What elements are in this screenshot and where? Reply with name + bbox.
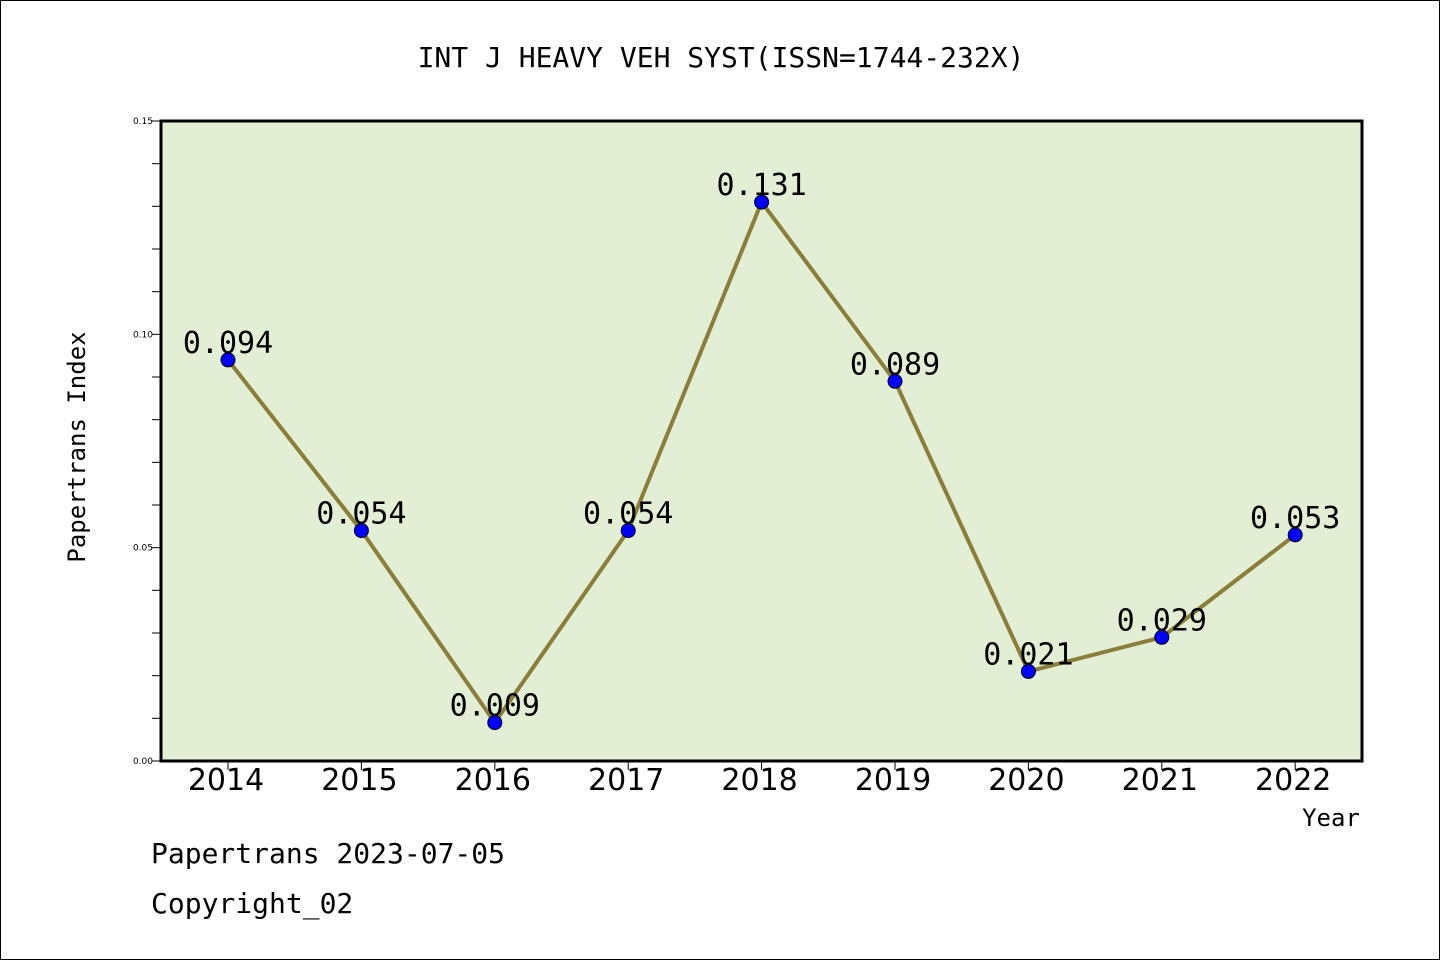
- footer-copyright: Copyright_02: [151, 887, 354, 920]
- data-label: 0.054: [316, 497, 406, 532]
- data-label: 0.054: [583, 497, 673, 532]
- x-axis: 2014 2015 2016 2017 2018 2019 2020 2021 2022: [188, 761, 1331, 798]
- data-label: 0.021: [983, 637, 1073, 672]
- x-tick-label: 2018: [721, 763, 797, 798]
- data-label: 0.131: [716, 168, 806, 203]
- data-label: 0.089: [850, 347, 940, 382]
- x-tick-label: 2019: [855, 763, 931, 798]
- y-tick-label: 0.10: [133, 330, 153, 340]
- data-label: 0.053: [1250, 501, 1340, 536]
- x-axis-title: Year: [1302, 804, 1360, 832]
- series-layer: 0.094 0.054 0.009 0.054 0.131 0.089 0.021 0.029…: [183, 168, 1340, 731]
- data-point: [220, 352, 236, 368]
- y-axis-title: Papertrans Index: [63, 331, 91, 562]
- data-point: [1020, 663, 1036, 679]
- plot-border: [159, 119, 1364, 763]
- x-tick-label: 2021: [1122, 763, 1198, 798]
- chart-title: INT J HEAVY VEH SYST(ISSN=1744-232X): [418, 41, 1025, 74]
- x-tick-label: 2022: [1255, 763, 1331, 798]
- x-tick-label: 2014: [188, 763, 264, 798]
- y-tick-label: 0.00: [133, 757, 153, 767]
- footer-date: Papertrans 2023-07-05: [151, 837, 506, 870]
- data-label: 0.029: [1117, 603, 1207, 638]
- data-point: [487, 715, 503, 731]
- data-point: [353, 523, 369, 539]
- x-tick-label: 2020: [988, 763, 1064, 798]
- data-point: [1154, 629, 1170, 645]
- x-tick-label: 2015: [321, 763, 397, 798]
- data-label: 0.009: [450, 689, 540, 724]
- y-tick-label: 0.05: [133, 544, 153, 554]
- data-point: [620, 523, 636, 539]
- plot-area: [161, 121, 1362, 761]
- x-tick-label: 2017: [588, 763, 664, 798]
- data-point: [754, 194, 770, 210]
- data-label: 0.094: [183, 326, 273, 361]
- y-axis: 0.00 0.05 0.10 0.15: [133, 117, 161, 767]
- x-tick-label: 2016: [455, 763, 531, 798]
- data-point: [887, 373, 903, 389]
- data-point: [1287, 527, 1303, 543]
- y-tick-label: 0.15: [133, 117, 153, 127]
